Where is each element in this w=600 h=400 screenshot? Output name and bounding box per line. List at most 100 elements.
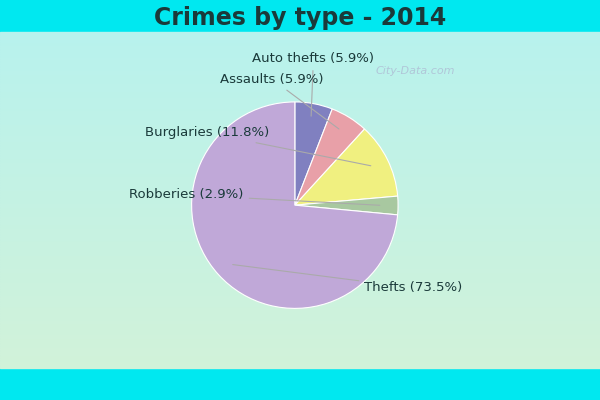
Bar bbox=[0, 267, 600, 269]
Bar bbox=[0, 84, 600, 86]
Bar bbox=[0, 193, 600, 195]
Bar bbox=[0, 208, 600, 210]
Bar bbox=[0, 79, 600, 81]
Wedge shape bbox=[295, 109, 365, 205]
Bar bbox=[0, 301, 600, 302]
Text: Auto thefts (5.9%): Auto thefts (5.9%) bbox=[253, 52, 374, 116]
Bar bbox=[0, 155, 600, 156]
Bar bbox=[0, 308, 600, 309]
Bar bbox=[0, 202, 600, 203]
Bar bbox=[0, 365, 600, 366]
Bar bbox=[0, 64, 600, 66]
Bar bbox=[0, 252, 600, 254]
Bar bbox=[0, 136, 600, 138]
Bar bbox=[0, 356, 600, 358]
Bar bbox=[0, 151, 600, 153]
Bar bbox=[0, 306, 600, 308]
Bar bbox=[0, 134, 600, 136]
Bar bbox=[0, 266, 600, 267]
Bar bbox=[0, 178, 600, 180]
Bar bbox=[0, 67, 600, 69]
Bar bbox=[0, 254, 600, 256]
Bar bbox=[0, 277, 600, 279]
Text: Crimes by type - 2014: Crimes by type - 2014 bbox=[154, 6, 446, 30]
Bar bbox=[0, 294, 600, 296]
Bar bbox=[0, 153, 600, 155]
Bar bbox=[0, 304, 600, 306]
Bar bbox=[0, 358, 600, 360]
Bar bbox=[0, 173, 600, 175]
Bar bbox=[0, 39, 600, 40]
Bar bbox=[0, 143, 600, 144]
Wedge shape bbox=[191, 102, 398, 308]
Bar bbox=[0, 195, 600, 197]
Bar bbox=[0, 99, 600, 101]
Bar bbox=[0, 244, 600, 245]
Bar bbox=[0, 324, 600, 326]
Bar bbox=[0, 228, 600, 230]
Text: Robberies (2.9%): Robberies (2.9%) bbox=[129, 188, 380, 205]
Bar bbox=[0, 172, 600, 173]
Bar bbox=[0, 52, 600, 54]
Bar bbox=[0, 360, 600, 361]
Bar bbox=[0, 47, 600, 49]
Bar bbox=[0, 235, 600, 237]
Bar bbox=[0, 59, 600, 60]
Bar bbox=[0, 281, 600, 282]
Bar bbox=[0, 109, 600, 111]
Bar bbox=[0, 170, 600, 172]
Bar bbox=[0, 354, 600, 356]
Bar bbox=[0, 249, 600, 250]
Bar bbox=[0, 140, 600, 141]
Bar bbox=[0, 180, 600, 182]
Bar bbox=[0, 102, 600, 104]
Bar bbox=[0, 119, 600, 121]
Text: Assaults (5.9%): Assaults (5.9%) bbox=[220, 73, 339, 129]
Bar bbox=[0, 163, 600, 165]
Bar bbox=[0, 328, 600, 329]
Bar bbox=[0, 343, 600, 344]
Bar bbox=[0, 336, 600, 338]
Bar bbox=[0, 40, 600, 42]
Bar bbox=[0, 57, 600, 59]
Bar bbox=[0, 183, 600, 185]
Bar bbox=[0, 121, 600, 123]
Bar bbox=[0, 46, 600, 47]
Bar bbox=[0, 192, 600, 193]
Bar bbox=[0, 366, 600, 368]
Bar bbox=[0, 203, 600, 205]
Bar bbox=[0, 247, 600, 249]
Bar bbox=[0, 32, 600, 34]
Bar bbox=[0, 106, 600, 108]
Bar bbox=[0, 118, 600, 119]
Bar bbox=[0, 363, 600, 365]
Bar bbox=[0, 35, 600, 37]
Bar bbox=[0, 264, 600, 266]
Bar bbox=[0, 96, 600, 98]
Bar bbox=[0, 334, 600, 336]
Bar bbox=[0, 272, 600, 274]
Bar bbox=[0, 240, 600, 242]
Bar bbox=[0, 214, 600, 215]
Text: Burglaries (11.8%): Burglaries (11.8%) bbox=[145, 126, 371, 166]
Wedge shape bbox=[295, 196, 398, 215]
Bar bbox=[0, 234, 600, 235]
Bar bbox=[0, 98, 600, 99]
Bar bbox=[0, 262, 600, 264]
Bar bbox=[0, 114, 600, 116]
Bar bbox=[0, 318, 600, 319]
Bar bbox=[0, 82, 600, 84]
Bar bbox=[0, 133, 600, 134]
Bar bbox=[0, 269, 600, 270]
Bar bbox=[0, 232, 600, 234]
Bar bbox=[0, 160, 600, 161]
Bar bbox=[0, 256, 600, 257]
Bar bbox=[0, 245, 600, 247]
Bar bbox=[0, 319, 600, 321]
Bar bbox=[0, 66, 600, 67]
Bar bbox=[0, 197, 600, 198]
Bar bbox=[0, 331, 600, 333]
Bar bbox=[0, 220, 600, 222]
Bar bbox=[0, 144, 600, 146]
Wedge shape bbox=[295, 129, 398, 205]
